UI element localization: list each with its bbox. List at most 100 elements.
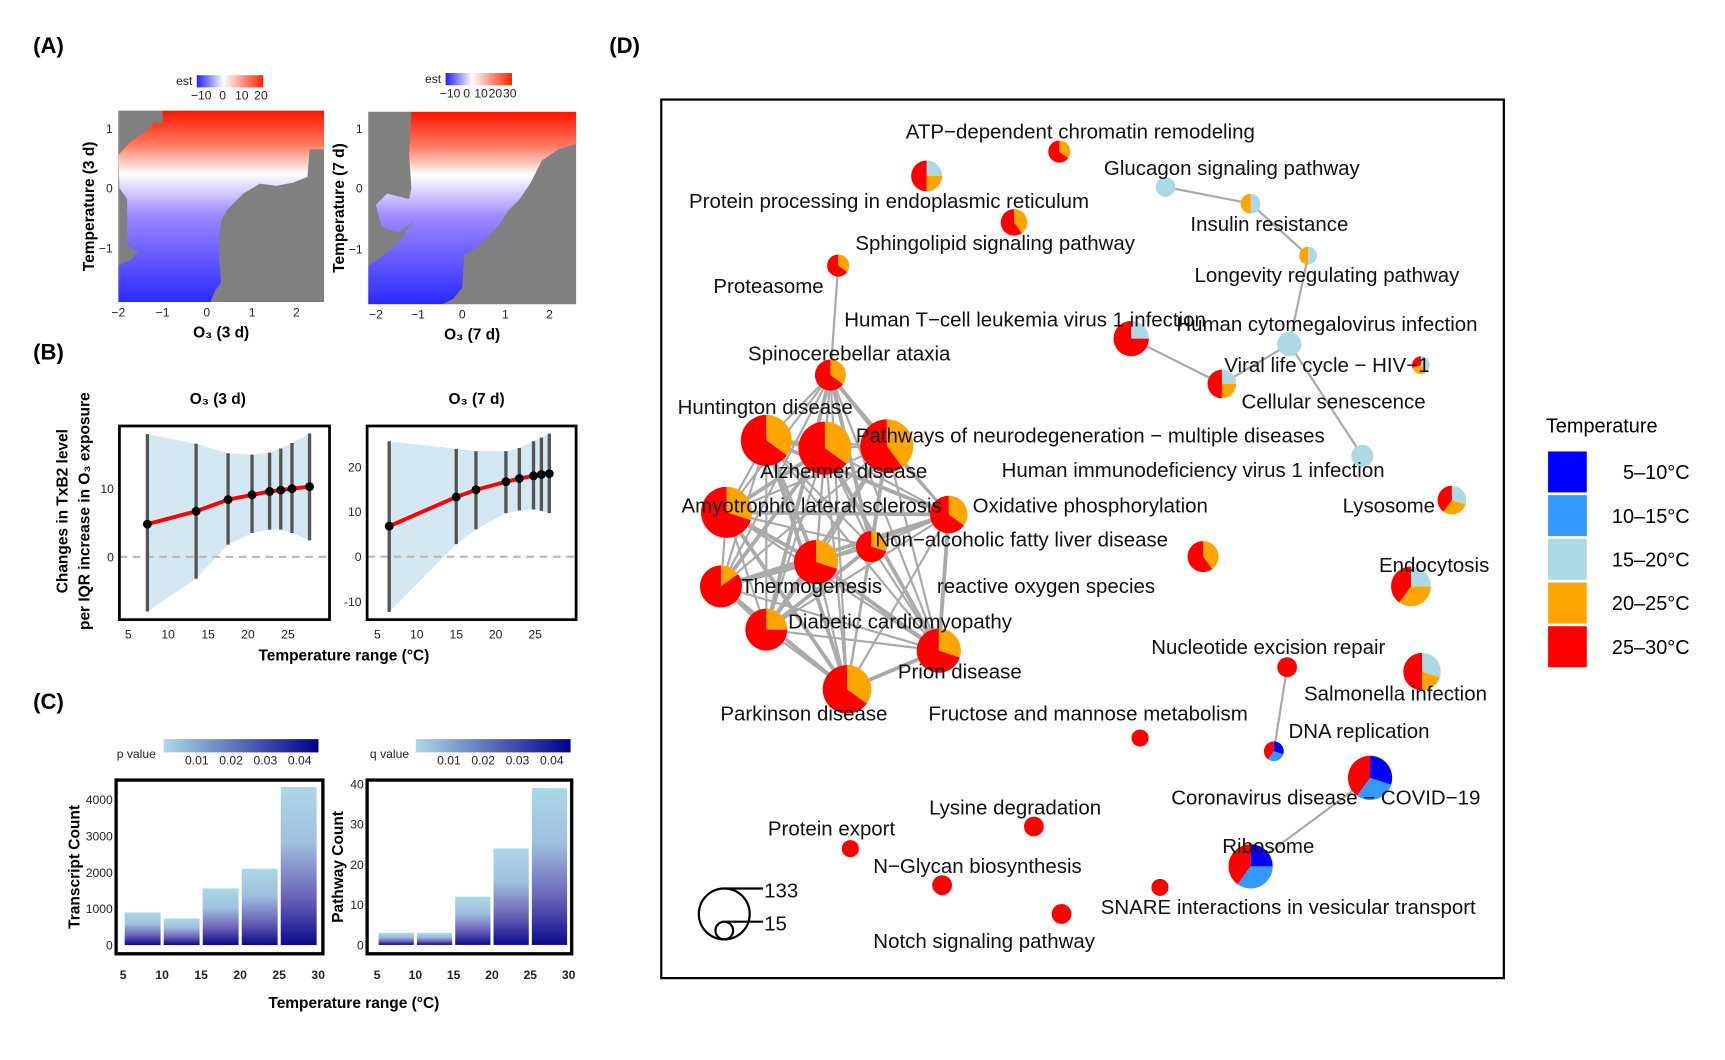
pathway-node[interactable] bbox=[932, 875, 953, 896]
panel-label-b: (B) bbox=[33, 340, 64, 365]
x-axis-label: O₃ (7 d) bbox=[444, 327, 500, 344]
colorbar-tick: 0.03 bbox=[254, 754, 278, 768]
x-tick-label: 5 bbox=[125, 627, 132, 641]
data-point bbox=[471, 485, 481, 495]
network-edge bbox=[720, 445, 888, 588]
pathway-node[interactable] bbox=[699, 565, 742, 608]
pathway-node[interactable] bbox=[1403, 652, 1441, 691]
network-edge bbox=[725, 511, 940, 652]
legend-label: 10–15°C bbox=[1612, 506, 1690, 528]
pathway-node[interactable] bbox=[1207, 369, 1237, 399]
pathway-node[interactable] bbox=[1391, 566, 1431, 607]
pathway-node[interactable] bbox=[700, 486, 752, 538]
x-tick-label: −2 bbox=[111, 305, 125, 319]
pathway-node[interactable] bbox=[929, 495, 968, 534]
pie-slice bbox=[1207, 369, 1222, 399]
network-edge bbox=[765, 438, 950, 517]
x-tick-label: 20 bbox=[485, 968, 499, 982]
pathway-node[interactable] bbox=[1024, 816, 1044, 837]
x-tick-label: 0 bbox=[459, 308, 466, 322]
x-tick-label: 10 bbox=[410, 627, 424, 641]
bar-20–25 bbox=[493, 848, 529, 945]
pathway-node[interactable] bbox=[855, 531, 887, 563]
pathway-node[interactable] bbox=[814, 359, 846, 391]
temperature-legend: Temperature 5–10°C 10–15°C 15–20°C 20–25°C 25… bbox=[1546, 416, 1690, 668]
pathway-node[interactable] bbox=[827, 254, 850, 277]
bar-10–15 bbox=[163, 918, 200, 946]
pathway-node[interactable] bbox=[1277, 657, 1298, 678]
x-axis-label: O₃ (3 d) bbox=[193, 324, 249, 341]
bar-5–10 bbox=[124, 912, 161, 946]
node-label: ATP−dependent chromatin remodeling bbox=[906, 120, 1255, 143]
x-tick-label: −1 bbox=[156, 305, 170, 319]
colorbar-tick: 10 bbox=[474, 86, 488, 100]
pathway-node[interactable] bbox=[1113, 320, 1149, 357]
pathway-node[interactable] bbox=[1277, 331, 1302, 357]
network-edge bbox=[885, 445, 940, 651]
y-tick-label: −1 bbox=[349, 242, 363, 256]
pathway-node[interactable] bbox=[793, 539, 839, 585]
pathway-node[interactable] bbox=[1187, 541, 1219, 573]
colorbar bbox=[445, 73, 512, 86]
pathway-node[interactable] bbox=[1351, 444, 1374, 467]
pathway-node[interactable] bbox=[1412, 356, 1430, 374]
pie-slice bbox=[886, 419, 914, 468]
data-point bbox=[384, 521, 394, 531]
pathway-node[interactable] bbox=[1000, 209, 1028, 236]
y-tick-label: 0 bbox=[357, 938, 364, 952]
network-edge bbox=[814, 560, 940, 653]
y-tick-label: 30 bbox=[350, 818, 364, 832]
pie-slice bbox=[720, 565, 738, 587]
legend-title: p value bbox=[117, 747, 156, 761]
pathway-node[interactable] bbox=[1155, 177, 1176, 197]
pathway-node[interactable] bbox=[860, 419, 914, 473]
pathway-node[interactable] bbox=[1263, 741, 1284, 762]
pathway-node[interactable] bbox=[841, 840, 859, 858]
network-edge bbox=[726, 510, 949, 517]
pathway-node[interactable] bbox=[798, 421, 852, 475]
pathway-node[interactable] bbox=[1151, 878, 1169, 896]
data-point bbox=[276, 485, 286, 495]
node-label: Amyotrophic lateral sclerosis bbox=[682, 494, 942, 517]
y-tick-label: 40 bbox=[350, 778, 364, 792]
pathway-node[interactable] bbox=[1051, 904, 1072, 924]
pie-slice bbox=[814, 359, 843, 391]
legend-swatch bbox=[1548, 495, 1587, 537]
x-tick-label: 1 bbox=[249, 305, 256, 319]
pathway-node[interactable] bbox=[1437, 485, 1467, 515]
pathway-node[interactable] bbox=[1048, 140, 1071, 163]
pathway-node[interactable] bbox=[1228, 844, 1273, 889]
colorbar-tick: 10 bbox=[235, 89, 249, 103]
pie-slice bbox=[1051, 904, 1072, 924]
pathway-node[interactable] bbox=[916, 628, 961, 673]
pathway-node[interactable] bbox=[1240, 193, 1261, 214]
y-tick-label: 1 bbox=[106, 122, 113, 136]
x-tick-label: 25 bbox=[281, 627, 295, 641]
pie-slice bbox=[766, 414, 792, 456]
node-label: Protein processing in endoplasmic reticu… bbox=[689, 190, 1089, 213]
network-edge bbox=[765, 513, 950, 631]
pathway-node[interactable] bbox=[1299, 246, 1317, 265]
bar-15–20 bbox=[202, 888, 239, 946]
pathway-node[interactable] bbox=[822, 664, 872, 714]
pie-slice bbox=[1131, 729, 1149, 747]
colorbar-tick: 30 bbox=[503, 86, 517, 100]
pathway-node[interactable] bbox=[911, 160, 943, 192]
pie-slice bbox=[1155, 177, 1176, 197]
pathway-node[interactable] bbox=[745, 608, 788, 651]
node-label: Insulin resistance bbox=[1190, 213, 1348, 236]
pie-slice bbox=[1059, 140, 1071, 159]
x-tick-label: 5 bbox=[120, 968, 127, 982]
pathway-node[interactable] bbox=[1131, 729, 1149, 747]
legend-title: Temperature bbox=[1546, 416, 1658, 438]
network-edge bbox=[846, 513, 950, 690]
node-label: Lysosome bbox=[1343, 494, 1435, 517]
node-label: Glucagon signaling pathway bbox=[1104, 157, 1361, 180]
pie-slice bbox=[847, 664, 872, 704]
y-axis-label: Pathway Count bbox=[330, 811, 347, 923]
pie-slice bbox=[1403, 652, 1423, 691]
pathway-node[interactable] bbox=[1347, 755, 1393, 800]
pie-slice bbox=[827, 254, 848, 277]
pathway-node[interactable] bbox=[740, 414, 792, 466]
pie-slice bbox=[838, 254, 850, 273]
